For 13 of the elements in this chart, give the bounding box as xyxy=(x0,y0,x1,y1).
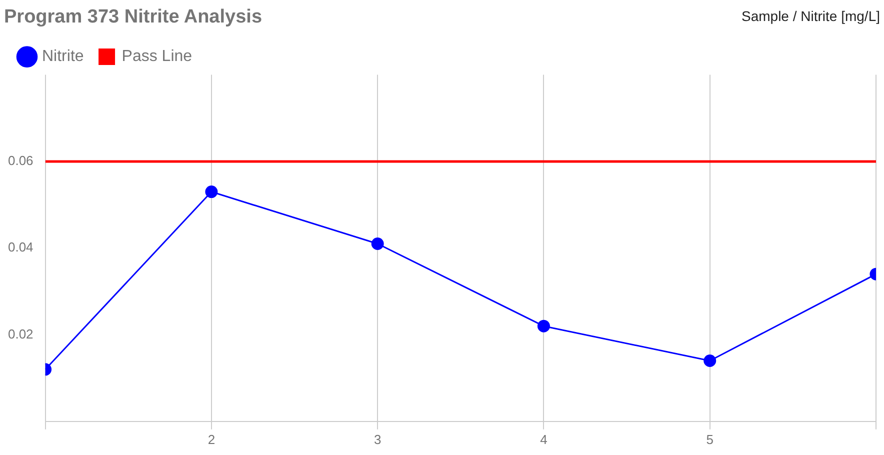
legend-label: Nitrite xyxy=(42,48,84,66)
y-tick-label: 0.02 xyxy=(8,326,34,342)
chart-title: Program 373 Nitrite Analysis xyxy=(4,6,262,28)
x-tick-label: 5 xyxy=(706,432,714,447)
point xyxy=(371,238,384,250)
x-tick-label: 2 xyxy=(208,432,216,447)
legend-label: Pass Line xyxy=(122,48,192,66)
y-tick-label: 0.06 xyxy=(8,153,34,168)
y-axis-title: Sample / Nitrite [mg/L] xyxy=(742,8,880,24)
y-tick-label: 0.04 xyxy=(8,240,34,255)
x-tick-label: 3 xyxy=(374,432,382,447)
x-tick-label: 4 xyxy=(540,432,548,447)
point xyxy=(537,320,550,332)
